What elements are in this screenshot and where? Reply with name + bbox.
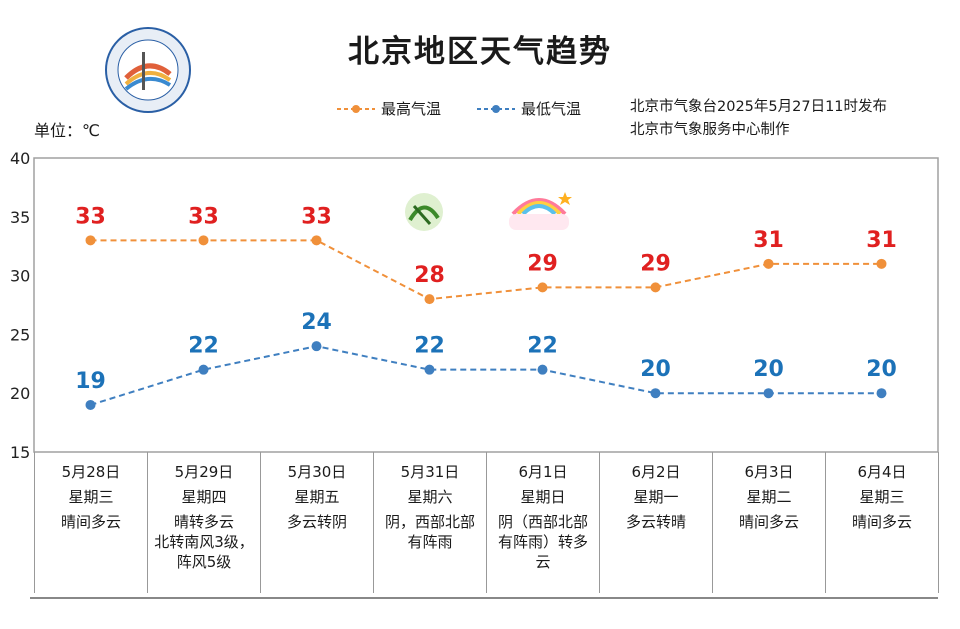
legend-low-marker [477,104,515,113]
legend-high-marker [337,104,375,113]
day-date: 6月3日 [744,463,794,481]
meteorological-logo [105,27,191,113]
high-temp-point [876,258,887,269]
low-temp-label: 20 [640,357,671,382]
day-weekday: 星期二 [746,488,792,506]
day-weather: 多云转晴 [625,513,686,531]
high-temp-point [424,294,435,305]
high-temp-label: 31 [753,228,784,253]
issuer-info: 北京市气象台2025年5月27日11时发布 北京市气象服务中心制作 [630,96,887,142]
day-weather: 晴转多云 北转南风3级， 阵风5级 [154,513,254,571]
day-date: 5月28日 [61,463,121,481]
unit-label: 单位：℃ [34,121,100,140]
low-temp-point [311,341,322,352]
day-column: 5月31日星期六阴，西部北部 有阵雨 [374,452,487,593]
day-date: 5月31日 [400,463,460,481]
legend-low: 最低气温 [477,98,581,119]
low-temp-label: 20 [866,357,897,382]
forecast-table: 5月28日 星期三 晴间多云 5月29日 星期四 晴转多云 北转南风3级， 阵风5级 5月3… [34,452,939,593]
issuer-line-2: 北京市气象服务中心制作 [630,122,790,138]
page-title: 北京地区天气趋势 [348,34,612,70]
issuer-line-1: 北京市气象台2025年5月27日11时发布 [630,99,888,115]
y-tick-label: 20 [10,384,30,403]
day-column: 5月29日星期四晴转多云 北转南风3级， 阵风5级 [148,452,261,593]
childrens-day-icon [509,192,572,230]
day-weekday: 星期一 [633,488,679,506]
low-temp-point [763,388,774,399]
day-column: 6月3日星期二晴间多云 [713,452,826,593]
low-temp-label: 22 [414,334,445,359]
low-temp-point [537,364,548,375]
day-weekday: 星期六 [407,488,453,506]
day-weather: 阴，西部北部 有阵雨 [384,513,475,551]
day-column: 6月1日星期日阴（西部北部 有阵雨）转多 云 [487,452,600,593]
high-temp-point [198,235,209,246]
low-temp-point [876,388,887,399]
y-tick-label: 40 [10,149,30,168]
legend-low-label: 最低气温 [521,100,582,118]
day-date: 6月1日 [518,463,568,481]
low-temp-point [650,388,661,399]
low-temp-label: 22 [188,334,219,359]
day-weather: 晴间多云 [738,513,799,531]
low-temp-line [90,345,882,406]
day-date: 6月4日 [857,463,907,481]
low-temp-label: 24 [301,310,332,335]
high-temp-label: 28 [414,263,445,288]
day-weather: 晴间多云 [60,513,121,531]
low-temp-label: 22 [527,334,558,359]
y-tick-label: 15 [10,443,30,462]
y-tick-label: 25 [10,325,30,344]
day-weather: 多云转阴 [286,513,347,531]
y-tick-label: 30 [10,267,30,286]
high-temp-line [90,239,882,301]
plot-frame [33,157,939,453]
high-temp-label: 33 [301,204,332,229]
day-date: 5月30日 [287,463,347,481]
high-temp-point [763,258,774,269]
day-weekday: 星期四 [181,488,227,506]
duanwu-sticker [402,190,446,238]
low-temp-point [85,399,96,410]
day-weather: 晴间多云 [851,513,912,531]
day-date: 6月2日 [631,463,681,481]
childrens-day-sticker [505,188,573,238]
day-date: 5月29日 [174,463,234,481]
low-temp-label: 19 [75,369,106,394]
day-weekday: 星期三 [859,488,905,506]
high-temp-point [650,282,661,293]
day-column: 6月2日星期一多云转晴 [600,452,713,593]
high-temp-point [311,235,322,246]
day-column: 5月30日星期五多云转阴 [261,452,374,593]
low-temp-label: 20 [753,357,784,382]
day-weekday: 星期三 [68,488,114,506]
legend-high: 最高气温 [337,98,441,119]
high-temp-label: 33 [188,204,219,229]
bottom-divider [30,597,938,599]
day-column: 5月28日星期三晴间多云 [35,452,148,593]
high-temp-label: 29 [640,251,671,276]
high-temp-label: 29 [527,251,558,276]
dragon-boat-festival-icon [405,193,443,231]
legend-high-label: 最高气温 [381,100,442,118]
high-temp-point [537,282,548,293]
high-temp-label: 33 [75,204,106,229]
day-column: 6月4日星期三晴间多云 [826,452,939,593]
high-temp-label: 31 [866,228,897,253]
y-tick-label: 35 [10,208,30,227]
low-temp-point [198,364,209,375]
high-temp-point [85,235,96,246]
day-weekday: 星期日 [520,488,566,506]
day-weather: 阴（西部北部 有阵雨）转多 云 [497,513,588,571]
day-weekday: 星期五 [294,488,340,506]
low-temp-point [424,364,435,375]
